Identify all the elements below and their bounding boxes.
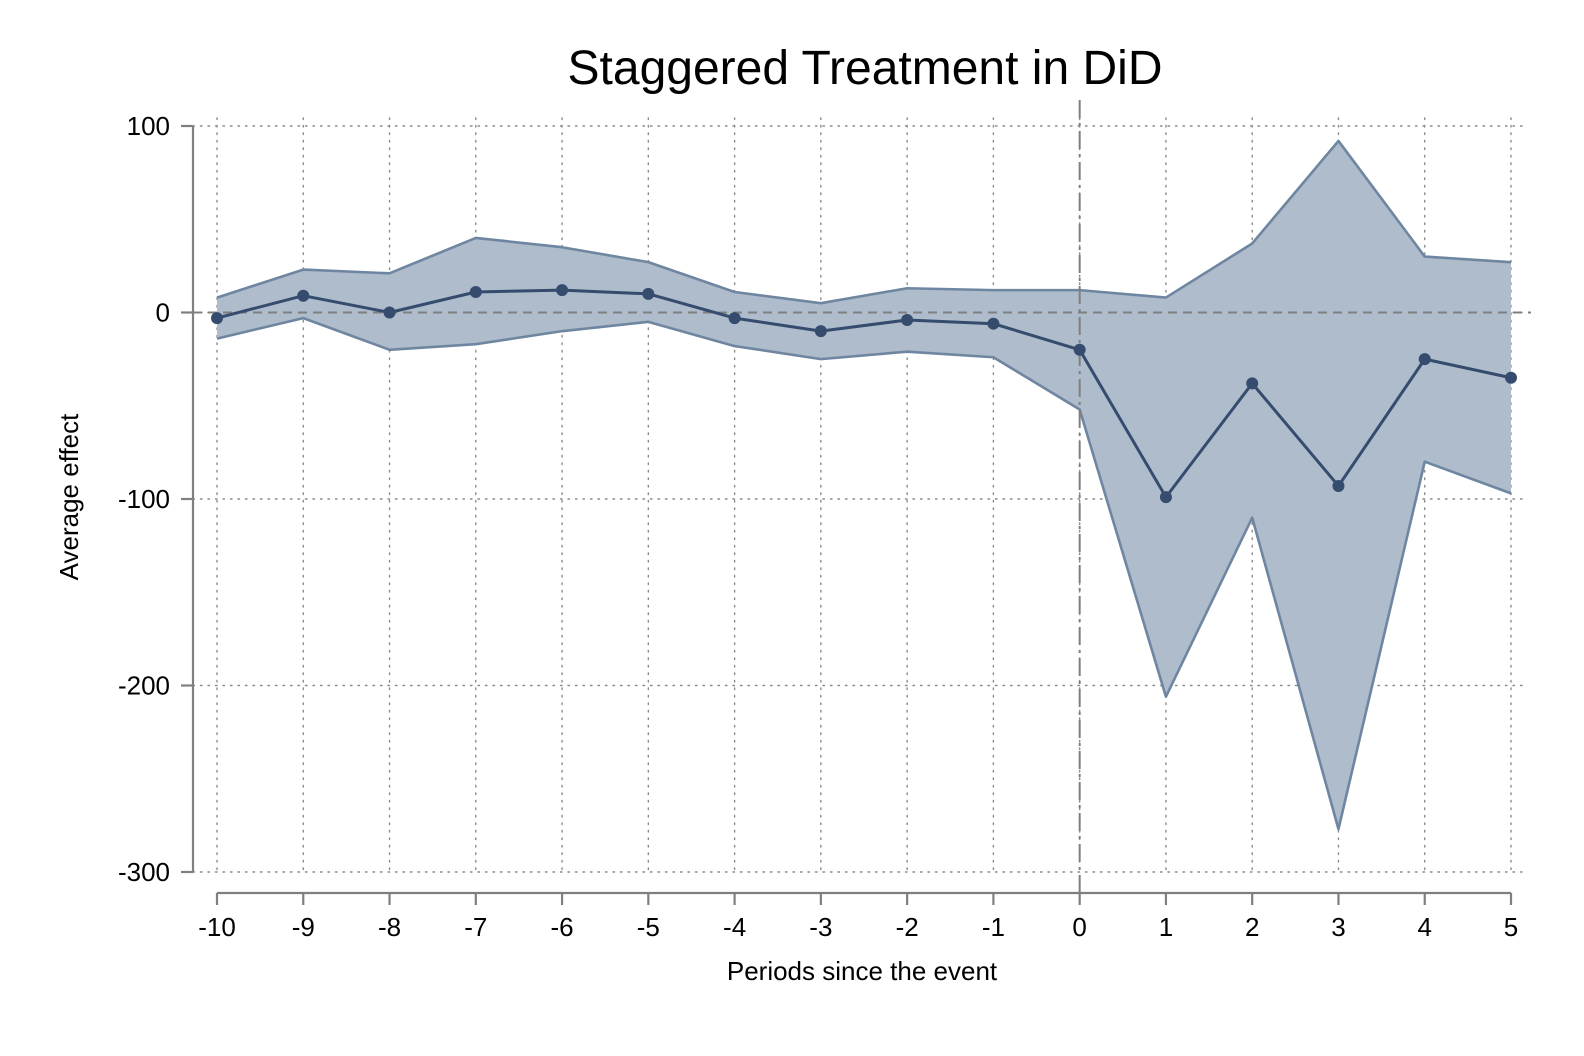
effect-point--2 — [901, 313, 914, 326]
x-tick-label--1: -1 — [982, 912, 1005, 942]
effect-point-1 — [1159, 491, 1172, 504]
reference-lines — [193, 100, 1531, 893]
axes — [181, 124, 1513, 905]
y-axis-label: Average effect — [54, 413, 84, 580]
effect-point-3 — [1332, 479, 1345, 492]
x-tick-label--3: -3 — [809, 912, 832, 942]
chart-title: Staggered Treatment in DiD — [568, 42, 1163, 95]
y-tick-label--200: -200 — [118, 671, 170, 701]
effect-point--9 — [297, 289, 310, 302]
x-tick-label--2: -2 — [896, 912, 919, 942]
effect-point-2 — [1246, 377, 1259, 390]
x-tick-label--5: -5 — [637, 912, 660, 942]
x-tick-label--9: -9 — [292, 912, 315, 942]
x-axis-label: Periods since the event — [727, 956, 998, 986]
x-tick-label--4: -4 — [723, 912, 746, 942]
x-tick-label-5: 5 — [1504, 912, 1518, 942]
x-tick-label-2: 2 — [1245, 912, 1259, 942]
effect-point--4 — [728, 312, 741, 325]
x-tick-label--8: -8 — [378, 912, 401, 942]
y-tick-labels: 100 0 -100 -200 -300 — [118, 111, 170, 887]
effect-point--6 — [556, 284, 569, 297]
effect-line — [216, 288, 1512, 499]
effect-point--7 — [469, 285, 482, 298]
x-tick-labels: -10 -9 -8 -7 -6 -5 -4 -3 -2 -1 0 1 2 3 4 5 — [198, 912, 1518, 942]
effect-series — [211, 284, 1517, 504]
x-tick-label--7: -7 — [464, 912, 487, 942]
confidence-band-area — [217, 140, 1511, 830]
effect-point-4 — [1418, 353, 1431, 366]
x-tick-label--6: -6 — [551, 912, 574, 942]
x-tick-label-4: 4 — [1417, 912, 1431, 942]
y-tick-label-0: 0 — [156, 298, 170, 328]
x-tick-label--10: -10 — [198, 912, 236, 942]
y-tick-label--300: -300 — [118, 857, 170, 887]
confidence-band-upper — [216, 139, 1512, 305]
x-tick-label-3: 3 — [1331, 912, 1345, 942]
x-tick-label-0: 0 — [1072, 912, 1086, 942]
effect-point--3 — [814, 325, 827, 338]
effect-point--10 — [211, 312, 223, 325]
y-tick-label--100: -100 — [118, 484, 170, 514]
confidence-band-lower — [216, 316, 1512, 831]
effect-point--5 — [642, 287, 655, 300]
effect-point--1 — [987, 317, 1000, 330]
effect-point-5 — [1505, 371, 1517, 384]
x-tick-label-1: 1 — [1159, 912, 1173, 942]
y-tick-label-100: 100 — [127, 111, 170, 141]
effect-point-0 — [1073, 343, 1086, 356]
effect-point--8 — [383, 306, 396, 319]
confidence-band — [216, 139, 1512, 831]
